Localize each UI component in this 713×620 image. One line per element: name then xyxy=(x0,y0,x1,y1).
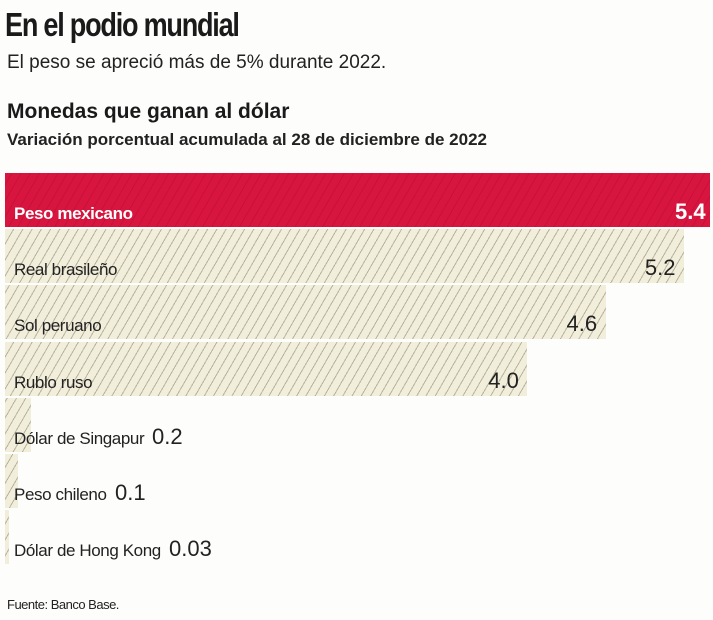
bar-label: Sol peruano xyxy=(14,316,102,336)
bar xyxy=(5,510,9,565)
value-label: 0.2 xyxy=(152,423,183,449)
bar xyxy=(5,397,32,452)
chart-subtitle: Variación porcentual acumulada al 28 de … xyxy=(7,130,487,149)
value-label: 0.1 xyxy=(115,480,146,505)
bar xyxy=(5,229,684,284)
bar xyxy=(5,341,528,396)
value-label: 4.6 xyxy=(566,311,598,337)
bar xyxy=(5,454,19,508)
chart-title: Monedas que ganan al dólar xyxy=(7,100,290,123)
bar-label: Peso mexicano xyxy=(14,204,133,223)
bar-label: Rublo ruso xyxy=(14,372,93,392)
bar xyxy=(5,173,710,227)
bar-label: Real brasileño xyxy=(14,260,118,280)
bar-label: Dólar de Singapur xyxy=(14,428,145,448)
bar xyxy=(5,285,606,340)
value-label: 4.0 xyxy=(488,367,519,393)
page-subtitle: El peso se apreció más de 5% durante 202… xyxy=(7,52,387,73)
value-label: 0.03 xyxy=(169,536,212,562)
page-title: En el podio mundial xyxy=(5,6,240,43)
bar-label: Dólar de Hong Kong xyxy=(14,541,161,561)
bar-label: Peso chileno xyxy=(14,485,107,504)
source-note: Fuente: Banco Base. xyxy=(7,597,119,612)
value-label: 5.4 xyxy=(675,199,706,224)
value-label: 5.2 xyxy=(644,255,676,281)
